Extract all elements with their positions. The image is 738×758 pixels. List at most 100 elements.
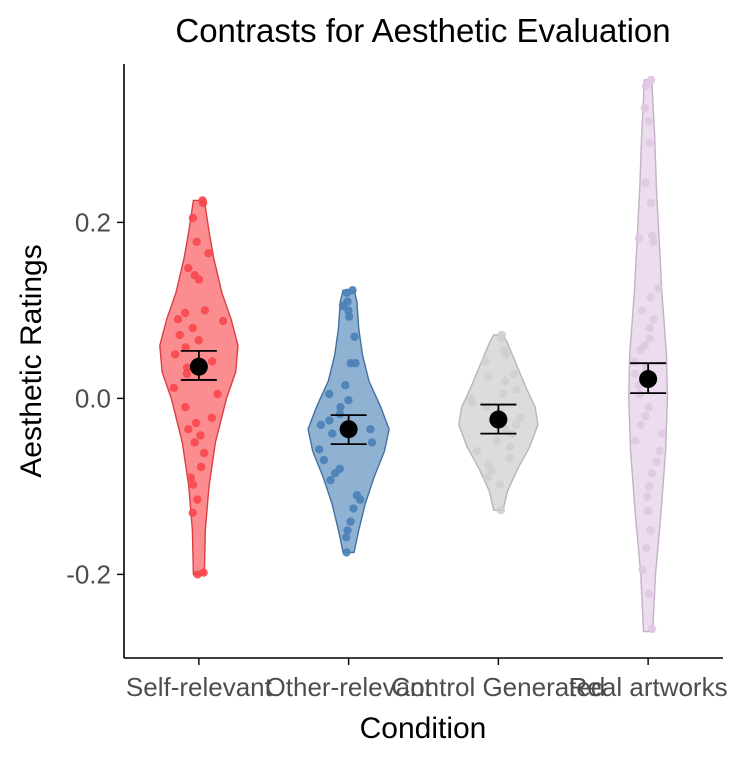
chart-title: Contrasts for Aesthetic Evaluation	[175, 12, 670, 49]
data-point	[325, 389, 334, 399]
data-point	[186, 473, 195, 482]
data-point	[501, 425, 510, 434]
data-point	[496, 506, 506, 515]
data-point	[637, 306, 647, 315]
data-point	[191, 418, 201, 428]
y-tick-label: -0.2	[66, 559, 111, 589]
data-point	[366, 425, 375, 434]
data-point	[331, 469, 340, 478]
data-point	[481, 357, 490, 366]
data-point	[346, 517, 355, 526]
mean-marker	[639, 370, 658, 389]
data-point	[343, 526, 352, 535]
data-point	[193, 495, 202, 504]
data-point	[173, 315, 183, 324]
data-point	[646, 293, 655, 302]
mean-marker	[489, 410, 508, 429]
data-point	[636, 420, 645, 429]
data-point	[350, 332, 359, 341]
violin-group	[628, 75, 669, 634]
data-point	[511, 420, 521, 429]
data-point	[645, 139, 654, 148]
mean-marker	[189, 357, 208, 376]
data-point	[184, 425, 193, 434]
data-point	[655, 447, 664, 456]
data-point	[193, 570, 202, 579]
data-point	[483, 473, 492, 482]
data-point	[328, 429, 337, 438]
x-tick-label: Self-relevant	[126, 672, 273, 702]
data-point	[473, 447, 482, 456]
data-point	[645, 323, 654, 333]
data-point	[196, 431, 205, 440]
data-point	[188, 213, 198, 223]
data-point	[325, 416, 334, 425]
data-point	[349, 504, 358, 513]
data-point	[516, 413, 525, 422]
data-point	[351, 359, 360, 368]
y-tick-label: 0.0	[75, 383, 111, 413]
data-point	[646, 75, 656, 85]
y-axis-ticks: -0.2 0.0 0.2	[66, 207, 124, 589]
data-point	[644, 482, 654, 491]
data-point	[204, 249, 213, 258]
y-tick-label: 0.2	[75, 207, 111, 237]
data-point	[654, 284, 663, 293]
data-point	[646, 526, 655, 535]
data-point	[497, 334, 506, 343]
data-point	[500, 376, 510, 385]
data-point	[635, 345, 645, 355]
data-point	[188, 480, 198, 489]
x-tick-label: Real artworks	[569, 672, 728, 702]
data-point	[630, 369, 640, 378]
data-point	[316, 420, 326, 429]
data-point	[192, 237, 201, 246]
data-point	[213, 389, 222, 399]
data-point	[341, 381, 350, 390]
data-point	[194, 336, 203, 345]
violin-shape	[159, 199, 239, 576]
violin-group	[458, 330, 539, 515]
data-point	[336, 403, 345, 412]
data-point	[641, 81, 651, 91]
data-point	[175, 330, 184, 340]
data-point	[200, 306, 210, 315]
violin-group	[159, 196, 239, 579]
data-point	[208, 357, 217, 366]
data-point	[319, 455, 328, 465]
data-point	[194, 275, 204, 284]
data-point	[484, 372, 493, 381]
data-point	[218, 316, 228, 326]
data-point	[501, 350, 511, 359]
data-point	[207, 413, 216, 422]
data-point	[649, 237, 658, 246]
data-point	[367, 438, 377, 447]
y-axis-title: Aesthetic Ratings	[15, 244, 48, 477]
data-point	[487, 466, 496, 475]
data-point	[184, 264, 193, 273]
violin-group	[307, 286, 390, 557]
data-point	[181, 343, 190, 352]
data-point	[645, 334, 654, 343]
data-point	[315, 445, 324, 454]
data-point	[342, 533, 351, 542]
mean-marker	[339, 420, 358, 439]
data-point	[495, 480, 504, 489]
data-point	[638, 565, 647, 575]
data-point	[642, 543, 651, 553]
data-point	[644, 589, 654, 598]
data-point	[180, 308, 190, 318]
data-point	[344, 312, 354, 321]
data-point	[652, 457, 661, 466]
data-point	[188, 323, 197, 333]
data-point	[644, 117, 653, 126]
data-point	[649, 315, 658, 324]
data-point	[196, 462, 206, 472]
data-point	[200, 448, 209, 458]
x-tick-label: Other-relevant	[266, 672, 433, 702]
data-point	[484, 460, 493, 469]
data-point	[630, 357, 639, 366]
data-point	[505, 442, 515, 451]
data-point	[342, 288, 352, 297]
